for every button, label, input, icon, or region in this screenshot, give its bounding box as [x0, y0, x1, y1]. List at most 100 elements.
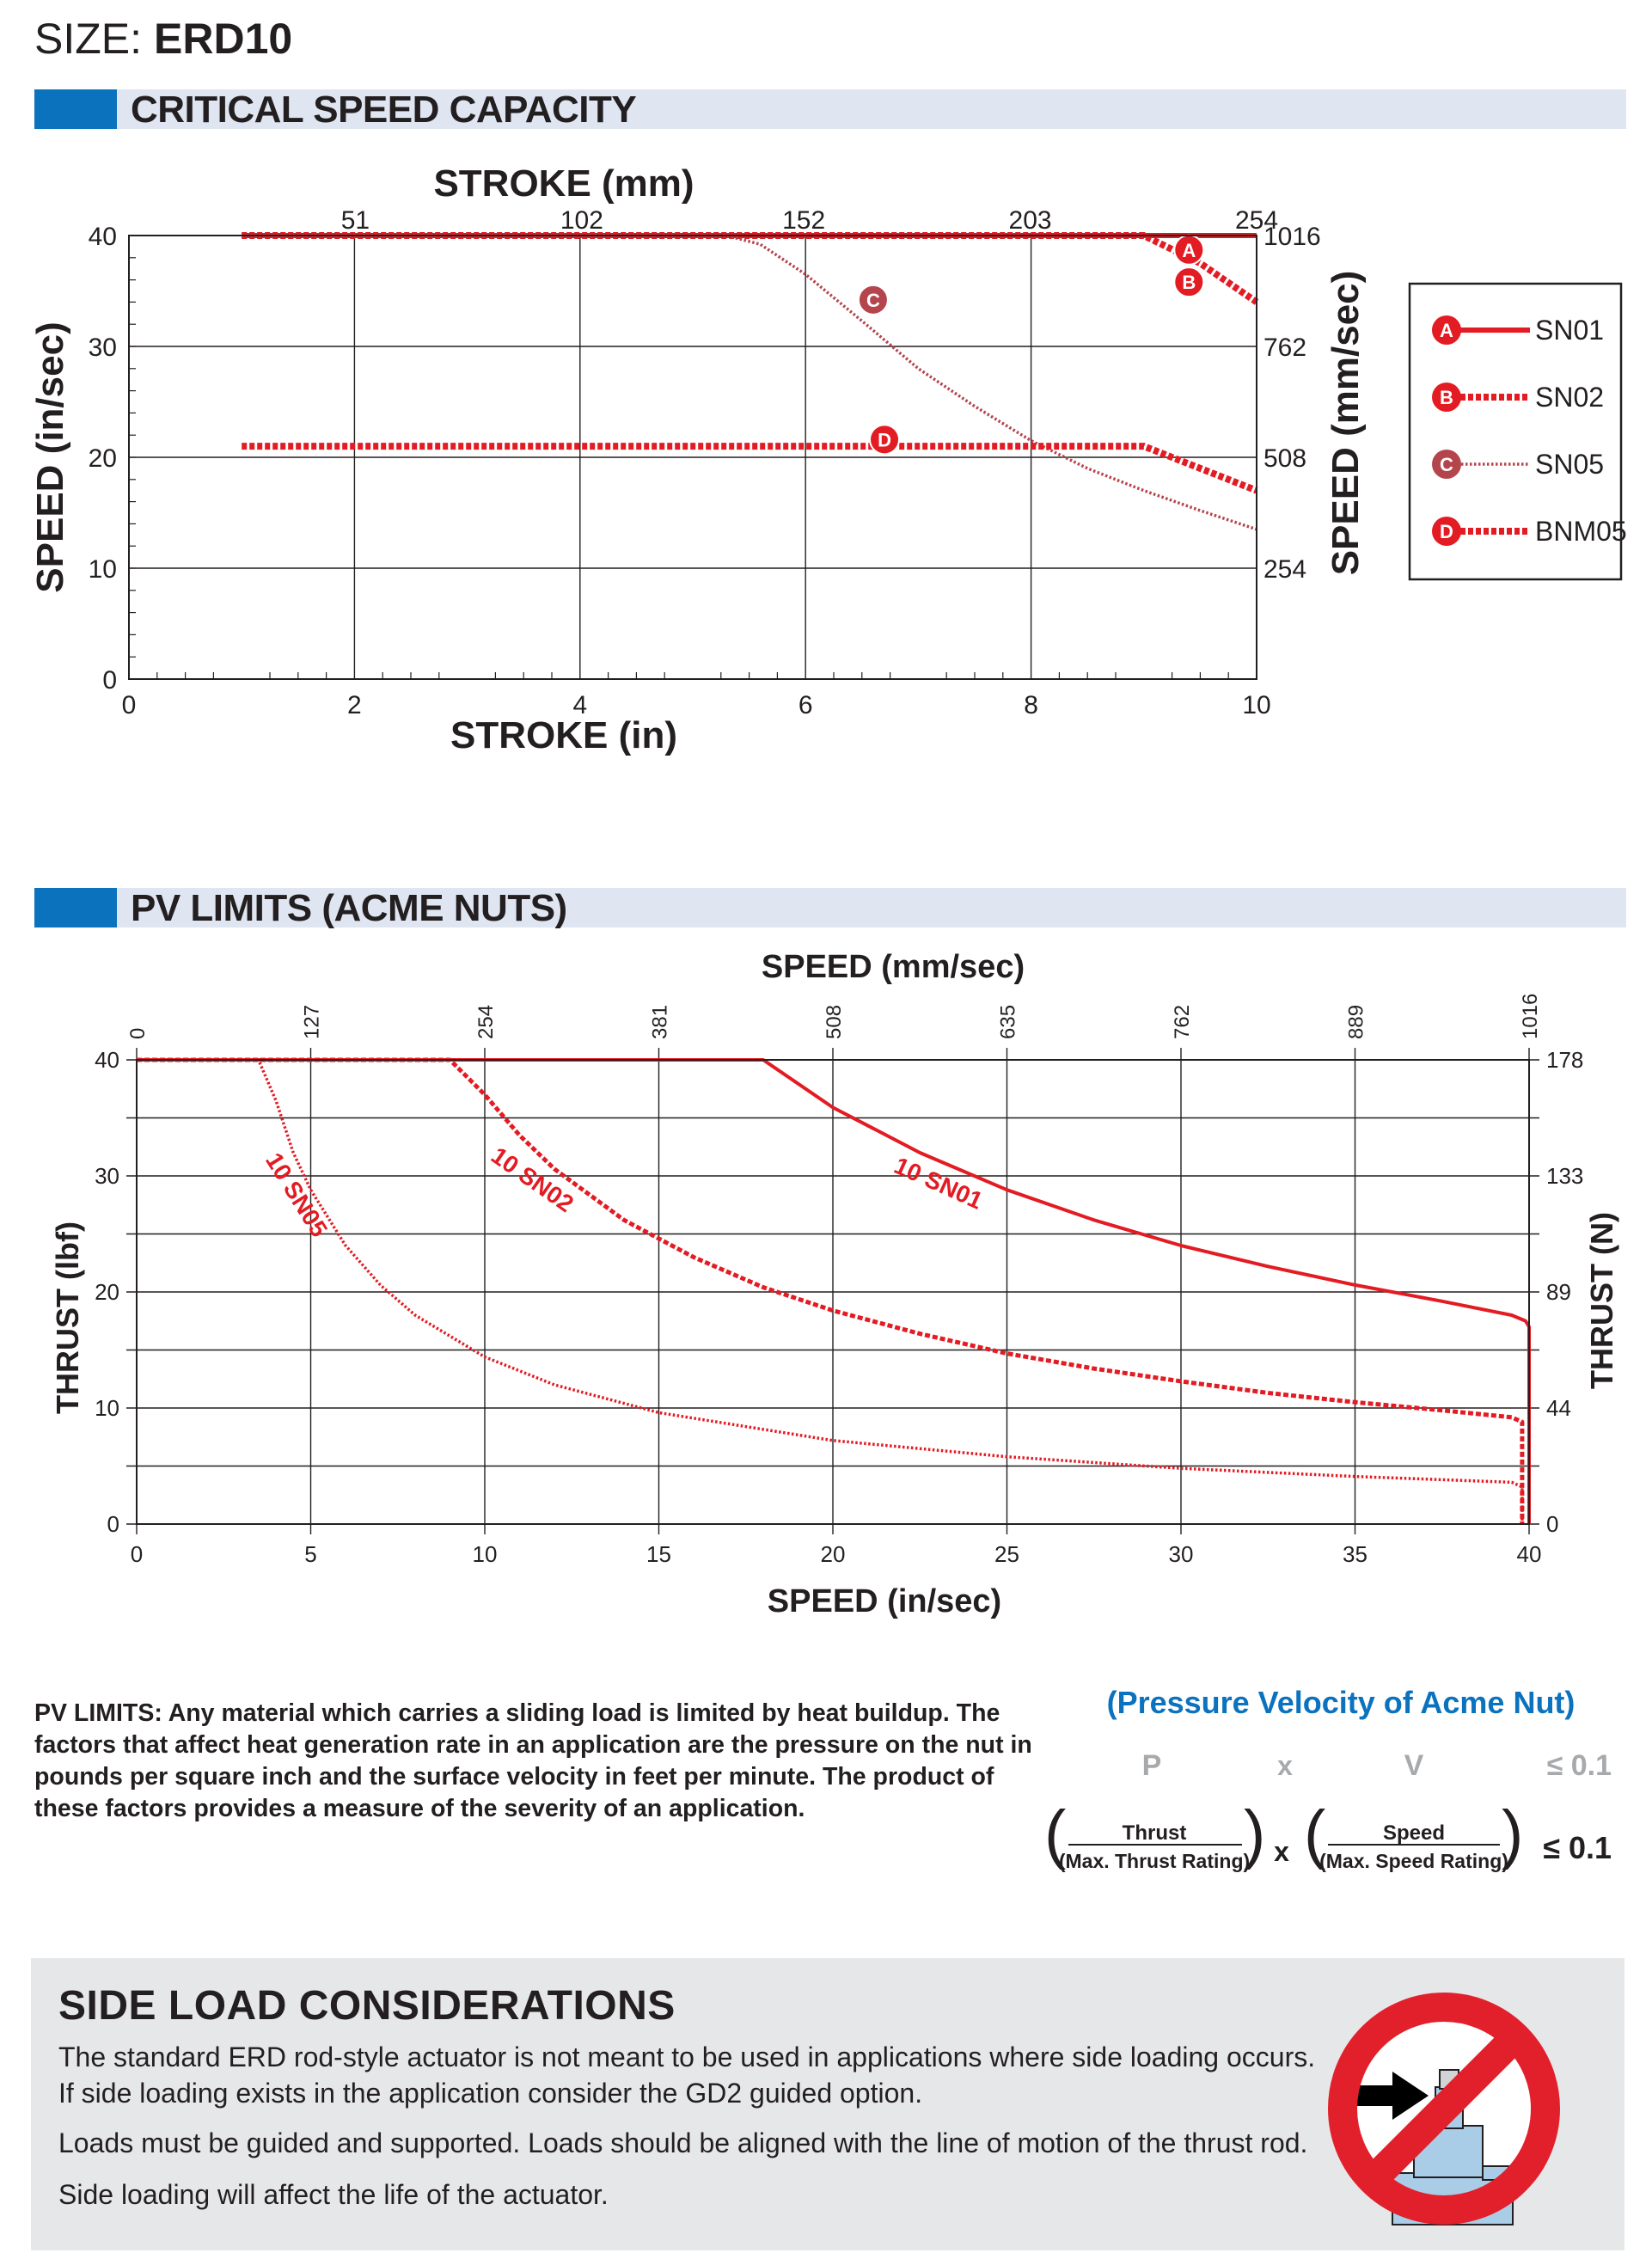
no-side-load-icon	[1328, 1993, 1560, 2225]
pv-result: ≤ 0.1	[1543, 1830, 1612, 1865]
x2-tick-label: 0	[126, 1028, 150, 1039]
y-tick-label: 10	[95, 1395, 119, 1421]
y-tick-label: 20	[89, 444, 117, 473]
speed-label: Speed	[1383, 1821, 1445, 1845]
y-tick-label: 20	[95, 1279, 119, 1305]
x2-axis-title: STROKE (mm)	[433, 162, 694, 205]
side-load-box: SIDE LOAD CONSIDERATIONS The standard ER…	[31, 1958, 1624, 2250]
series-marker-letter: A	[1182, 240, 1196, 261]
series-marker-letter: C	[866, 290, 880, 311]
x-axis-title: STROKE (in)	[450, 714, 677, 756]
side-load-paragraph-3: Side loading will affect the life of the…	[58, 2179, 609, 2210]
pv-series-line	[137, 1058, 1524, 1524]
y2-tick-label: 254	[1263, 555, 1306, 584]
pv-v: V	[1404, 1749, 1424, 1782]
y2-tick-label: 178	[1546, 1047, 1583, 1073]
series-marker-letter: D	[878, 429, 891, 450]
series-line-sn05	[242, 234, 1257, 531]
pv-series-label: 10 SN02	[486, 1142, 578, 1217]
x2-tick-label: 635	[997, 1005, 1020, 1039]
x-tick-label: 0	[131, 1541, 143, 1567]
legend-marker-letter: D	[1440, 521, 1453, 542]
y2-tick-label: 508	[1263, 444, 1306, 473]
x-tick-label: 15	[646, 1541, 671, 1567]
critical-speed-series: AB C D	[242, 232, 1259, 531]
section-accent-bar	[34, 89, 117, 129]
series-marker-letter: B	[1182, 272, 1196, 293]
legend-marker-badge	[1432, 517, 1461, 546]
legend-label: SN02	[1535, 382, 1604, 413]
x2-tick-label: 889	[1345, 1005, 1368, 1039]
series-marker-badge	[869, 424, 901, 456]
y-tick-label: 40	[95, 1047, 119, 1073]
y2-tick-label: 89	[1546, 1279, 1571, 1305]
right-paren: )	[1502, 1797, 1523, 1870]
y-tick-label: 0	[107, 1511, 119, 1537]
max-speed-label: (Max. Speed Rating)	[1319, 1850, 1508, 1872]
times-sign: x	[1274, 1836, 1289, 1867]
x2-tick-label: 762	[1171, 1005, 1194, 1039]
legend-marker-letter: C	[1440, 454, 1453, 475]
x2-tick-label: 51	[341, 206, 370, 235]
y2-tick-label: 762	[1263, 334, 1306, 362]
y2-axis-title: THRUST (N)	[1584, 1212, 1619, 1389]
series-line-bnm05	[242, 443, 1258, 494]
x-tick-label: 35	[1343, 1541, 1367, 1567]
size-value: ERD10	[154, 15, 293, 63]
y-tick-label: 30	[95, 1163, 119, 1189]
thrust-label: Thrust	[1123, 1821, 1187, 1845]
x2-tick-label: 254	[1235, 206, 1278, 235]
x-tick-label: 6	[798, 691, 813, 719]
x2-tick-label: 127	[301, 1005, 324, 1039]
section-header-pv-limits: PV LIMITS (ACME NUTS)	[34, 887, 1626, 929]
x-tick-label: 5	[304, 1541, 316, 1567]
series-line-sn02	[242, 232, 1259, 305]
pv-limits-series	[137, 1057, 1531, 1524]
x2-tick-label: 152	[782, 206, 825, 235]
y2-tick-label: 44	[1546, 1395, 1571, 1421]
x2-tick-label: 1016	[1519, 994, 1542, 1039]
x-tick-label: 10	[473, 1541, 498, 1567]
x2-tick-label: 381	[649, 1005, 672, 1039]
x-tick-label: 40	[1517, 1541, 1542, 1567]
legend-marker-letter: B	[1440, 387, 1453, 408]
max-thrust-label: (Max. Thrust Rating)	[1059, 1850, 1250, 1872]
critical-speed-labels: 0 2 4 6 8 10 0 10 20 30 40 51 102 152 203 254 254 508 762 1…	[29, 162, 1627, 756]
legend: A SN01 B SN02 C SN05 D BNM05	[1408, 282, 1627, 581]
y-axis-title: SPEED (in/sec)	[29, 321, 71, 592]
critical-speed-plot-frame	[128, 235, 1257, 680]
x-tick-label: 10	[1242, 691, 1270, 719]
x2-tick-label: 102	[560, 206, 603, 235]
legend-marker-badge	[1432, 315, 1461, 345]
section-header-critical-speed: CRITICAL SPEED CAPACITY	[34, 89, 1626, 131]
x2-tick-label: 203	[1009, 206, 1052, 235]
x2-tick-label: 254	[474, 1005, 498, 1039]
size-line: SIZE: ERD10	[34, 9, 292, 69]
y-tick-label: 0	[102, 666, 117, 695]
section-title-critical-speed: CRITICAL SPEED CAPACITY	[131, 89, 637, 131]
side-load-title: SIDE LOAD CONSIDERATIONS	[58, 1983, 676, 2029]
side-load-paragraph-2: Loads must be guided and supported. Load…	[58, 2127, 1308, 2158]
right-paren: )	[1244, 1797, 1265, 1870]
section-accent-bar	[34, 888, 117, 927]
x-tick-label: 20	[821, 1541, 846, 1567]
legend-marker-letter: A	[1440, 320, 1453, 341]
x-tick-label: 25	[994, 1541, 1019, 1567]
pv-series-label: 10 SN05	[260, 1148, 333, 1242]
x-tick-label: 4	[572, 691, 587, 719]
side-load-paragraph-1: The standard ERD rod-style actuator is n…	[58, 2042, 1316, 2109]
x2-axis-title: SPEED (mm/sec)	[762, 949, 1025, 985]
series-marker-badge	[1173, 266, 1205, 298]
y-axis-title: THRUST (lbf)	[50, 1221, 85, 1414]
x-axis-title: SPEED (in/sec)	[768, 1583, 1001, 1619]
pv-limits-plot-frame	[136, 1059, 1530, 1525]
section-title-pv-limits: PV LIMITS (ACME NUTS)	[131, 887, 567, 929]
left-paren: (	[1044, 1797, 1066, 1870]
size-label: SIZE:	[34, 15, 143, 63]
pv-limits-grid	[126, 1048, 1539, 1534]
left-paren: (	[1304, 1797, 1325, 1870]
series-marker-badge	[857, 284, 889, 315]
